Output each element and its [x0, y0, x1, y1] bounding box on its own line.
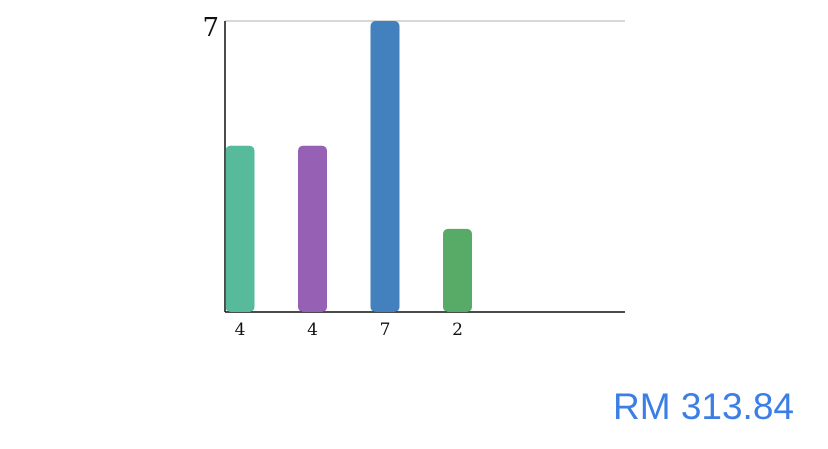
y-axis-max-label: 7: [202, 13, 219, 43]
bars-group: [225, 21, 472, 312]
bar-labels-group: 4 4 7 2: [235, 320, 463, 340]
bar-2: [298, 145, 327, 312]
bar-4: [443, 228, 472, 312]
bar-value-label-2: 4: [307, 320, 318, 340]
total-amount: RM 313.84: [613, 386, 794, 427]
bar-value-label-4: 2: [452, 320, 463, 340]
bar-value-label-1: 4: [235, 320, 246, 340]
bar-chart: 7 4 4 7 2: [202, 13, 625, 340]
bar-value-label-3: 7: [380, 320, 391, 340]
bar-1: [225, 145, 255, 312]
bar-3: [370, 21, 400, 312]
